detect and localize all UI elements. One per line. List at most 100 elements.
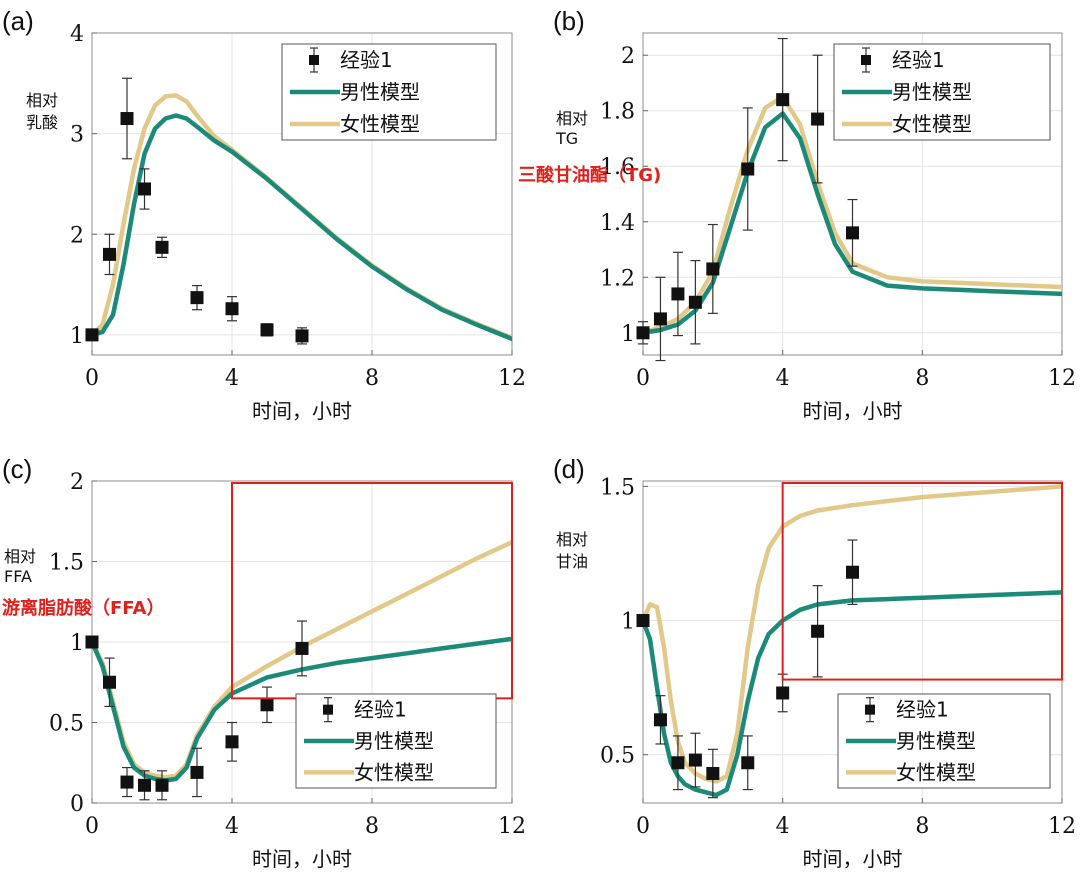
data-point <box>260 323 274 337</box>
legend-label: 男性模型 <box>896 729 976 753</box>
plot-series <box>643 484 1062 798</box>
data-point <box>846 226 859 240</box>
data-point <box>741 756 755 770</box>
y-axis-label-line: 相对 <box>556 530 588 549</box>
y-axis-label-line: 乳酸 <box>26 113 58 132</box>
legend-label: 男性模型 <box>892 80 972 104</box>
data-point <box>811 624 825 638</box>
y-tick-label: 0 <box>70 792 84 817</box>
data-point <box>225 735 239 749</box>
x-axis-label: 时间，小时 <box>803 399 903 423</box>
data-point <box>688 753 702 767</box>
legend-label: 男性模型 <box>354 729 434 753</box>
annotation-label: 游离脂肪酸（FFA） <box>2 597 164 619</box>
y-tick-label: 3 <box>70 123 84 148</box>
data-point <box>653 312 667 326</box>
legend-marker-experiment <box>309 55 319 65</box>
series-line-male <box>643 590 1062 798</box>
data-point <box>846 565 859 579</box>
x-tick-label: 12 <box>498 814 526 839</box>
y-axis-label-line: FFA <box>4 567 32 586</box>
legend-marker-experiment <box>861 55 871 65</box>
x-tick-label: 0 <box>85 366 99 391</box>
y-tick-label: 2 <box>70 470 84 495</box>
data-point <box>85 635 99 649</box>
x-tick-label: 4 <box>776 366 790 391</box>
x-axis-label: 时间，小时 <box>803 847 903 871</box>
legend-marker-experiment <box>323 704 333 715</box>
data-point <box>103 675 116 689</box>
y-tick-label: 1 <box>621 610 635 635</box>
y-axis-label-line: 相对 <box>556 109 588 128</box>
data-point <box>706 766 720 780</box>
x-tick-label: 8 <box>915 366 929 391</box>
y-axis-label-line: 相对 <box>26 91 58 110</box>
y-tick-label: 4 <box>70 22 84 47</box>
x-tick-label: 0 <box>85 814 99 839</box>
data-point <box>155 778 169 792</box>
data-point <box>776 686 790 700</box>
legend-label: 经验1 <box>354 698 407 722</box>
x-tick-label: 8 <box>365 366 379 391</box>
x-axis-label: 时间，小时 <box>252 847 352 871</box>
legend-label: 女性模型 <box>896 760 976 784</box>
legend-label: 男性模型 <box>340 80 420 104</box>
data-point <box>688 295 702 309</box>
series-line-male <box>92 113 512 342</box>
data-point <box>776 93 790 107</box>
data-point <box>138 182 151 196</box>
x-axis-label: 时间，小时 <box>252 399 352 423</box>
y-axis-label-line: 相对 <box>4 547 36 566</box>
data-point <box>138 778 151 792</box>
data-point <box>260 698 274 712</box>
y-tick-label: 1 <box>70 324 84 349</box>
x-tick-label: 4 <box>776 814 790 839</box>
plot-series <box>92 93 512 342</box>
data-point <box>295 329 309 343</box>
data-point <box>190 291 204 305</box>
y-tick-label: 1.6 <box>600 155 635 180</box>
y-tick-label: 1.8 <box>600 100 635 125</box>
x-tick-label: 0 <box>636 366 650 391</box>
data-point <box>120 775 134 789</box>
legend-label: 女性模型 <box>354 760 434 784</box>
annotation-label: 三酸甘油酯（TG) <box>518 164 661 186</box>
data-point <box>155 240 169 254</box>
x-tick-label: 8 <box>365 814 379 839</box>
x-tick-label: 12 <box>1048 366 1076 391</box>
y-tick-label: 1 <box>70 631 84 656</box>
data-point <box>741 162 755 176</box>
axes-frame <box>91 32 513 356</box>
data-point <box>636 326 650 340</box>
y-tick-label: 0.5 <box>49 712 84 737</box>
y-tick-label: 1.5 <box>49 551 84 576</box>
panel-label: (c) <box>2 454 32 484</box>
data-point <box>636 614 650 628</box>
series-line-female <box>643 484 1062 784</box>
data-point <box>190 765 204 779</box>
y-tick-label: 1.4 <box>600 211 635 236</box>
legend-label: 经验1 <box>340 48 393 72</box>
legend-marker-experiment <box>865 704 875 715</box>
x-tick-label: 12 <box>498 366 526 391</box>
data-point <box>295 641 309 655</box>
x-tick-label: 12 <box>1048 814 1076 839</box>
legend-label: 女性模型 <box>340 112 420 136</box>
series-line-male <box>92 636 512 783</box>
x-tick-label: 4 <box>225 366 239 391</box>
y-axis-label-line: 甘油 <box>556 552 588 571</box>
panel-label: (a) <box>2 6 34 36</box>
axes-frame <box>642 32 1063 356</box>
highlight-box <box>781 482 1064 681</box>
plot-series <box>92 539 512 783</box>
legend-label: 经验1 <box>896 698 949 722</box>
legend-label: 女性模型 <box>892 112 972 136</box>
